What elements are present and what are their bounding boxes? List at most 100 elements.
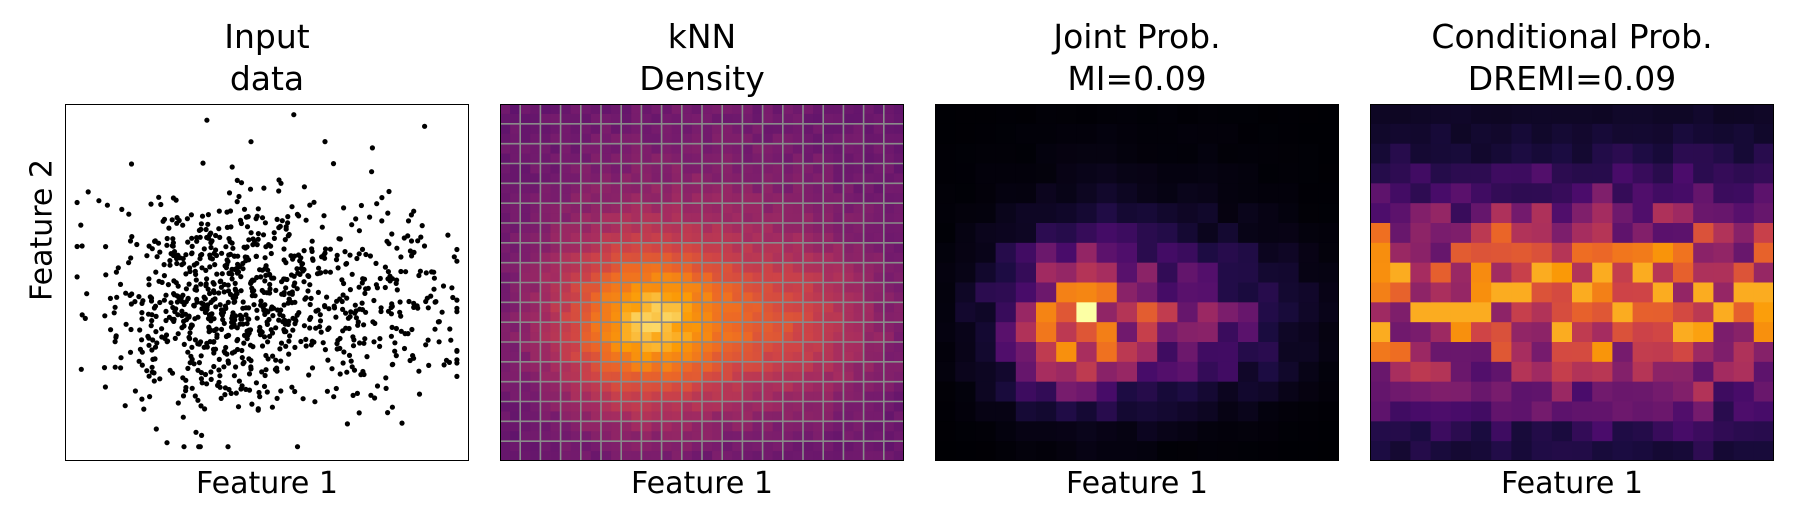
scatter-point	[183, 286, 189, 292]
density-cell	[712, 143, 723, 155]
density-cell	[702, 104, 713, 115]
conditional-cell	[1713, 143, 1735, 164]
scatter-point	[232, 266, 238, 272]
density-cell	[843, 203, 855, 214]
scatter-point	[264, 389, 270, 395]
density-cell	[782, 332, 794, 343]
scatter-point	[146, 335, 152, 341]
joint-cell	[1137, 401, 1158, 422]
density-cell	[732, 431, 743, 442]
joint-cell	[955, 381, 976, 402]
scatter-point	[146, 276, 152, 282]
density-cell	[883, 451, 895, 461]
density-cell	[570, 292, 582, 303]
density-cell	[873, 252, 885, 264]
density-cell	[803, 143, 814, 155]
density-cell	[661, 173, 673, 184]
density-cell	[792, 163, 804, 175]
scatter-point	[340, 360, 346, 366]
density-cell	[691, 173, 703, 184]
density-cell	[500, 223, 511, 234]
conditional-cell	[1632, 123, 1654, 145]
conditional-cell	[1390, 104, 1411, 125]
density-cell	[641, 183, 653, 194]
density-cell	[611, 113, 622, 125]
density-cell	[863, 223, 875, 234]
density-cell	[883, 232, 895, 244]
density-cell	[883, 133, 895, 145]
scatter-point	[139, 396, 145, 402]
scatter-point	[392, 348, 398, 354]
density-cell	[560, 242, 572, 254]
joint-cell	[1096, 242, 1118, 264]
scatter-point	[192, 286, 198, 293]
scatter-point	[450, 294, 456, 301]
scatter-point	[403, 269, 409, 275]
conditional-cell	[1551, 282, 1573, 303]
density-cell	[641, 213, 653, 224]
density-cell	[540, 351, 552, 363]
density-cell	[742, 411, 754, 422]
joint-cell	[1197, 361, 1219, 383]
density-cell	[803, 342, 814, 353]
conditional-cell	[1531, 163, 1553, 184]
density-cell	[651, 351, 663, 363]
joint-cell	[1217, 203, 1239, 224]
density-cell	[560, 232, 572, 244]
scatter-point	[157, 299, 163, 306]
scatter-point	[393, 280, 399, 286]
scatter-point	[359, 307, 366, 313]
joint-cell	[995, 322, 1017, 343]
conditional-cell	[1450, 421, 1472, 442]
joint-cell	[1157, 143, 1178, 164]
density-cell	[732, 193, 743, 204]
joint-cell	[935, 163, 956, 184]
density-cell	[742, 113, 754, 125]
plot-area	[1370, 104, 1774, 461]
density-cell	[813, 242, 824, 254]
scatter-point	[361, 322, 367, 328]
density-cell	[510, 242, 521, 254]
density-cell	[560, 391, 572, 403]
density-cell	[762, 252, 774, 264]
joint-cell	[1217, 381, 1239, 402]
scatter-point	[199, 300, 205, 306]
conditional-cell	[1693, 421, 1714, 442]
joint-cell	[1096, 163, 1118, 184]
density-cell	[520, 332, 531, 343]
scatter-point	[303, 343, 309, 349]
conditional-cell	[1733, 203, 1755, 224]
density-cell	[560, 262, 572, 274]
joint-cell	[1197, 104, 1219, 125]
density-cell	[702, 431, 713, 442]
scatter-point	[398, 313, 404, 319]
density-cell	[792, 371, 804, 383]
density-cell	[661, 361, 673, 373]
scatter-point	[271, 230, 277, 236]
scatter-point	[244, 321, 250, 327]
joint-cell	[1177, 163, 1199, 184]
density-cell	[722, 272, 733, 284]
scatter-point	[410, 353, 416, 359]
density-cell	[762, 401, 774, 413]
conditional-cell	[1733, 163, 1755, 184]
density-cell	[813, 223, 824, 234]
scatter-point	[409, 326, 415, 333]
density-cell	[500, 292, 511, 303]
conditional-cell	[1370, 104, 1391, 125]
joint-cell	[955, 143, 976, 164]
scatter-point	[388, 304, 394, 311]
scatter-point	[169, 370, 176, 376]
density-cell	[873, 153, 885, 165]
density-cell	[621, 292, 632, 303]
conditional-cell	[1410, 203, 1432, 224]
density-cell	[550, 332, 562, 343]
conditional-cell	[1753, 143, 1774, 164]
density-cell	[702, 133, 713, 145]
scatter-point	[212, 262, 218, 268]
scatter-point	[196, 360, 202, 366]
joint-cell	[1015, 183, 1037, 204]
density-cell	[742, 242, 754, 254]
joint-cell	[1036, 104, 1057, 125]
density-cell	[570, 183, 582, 194]
